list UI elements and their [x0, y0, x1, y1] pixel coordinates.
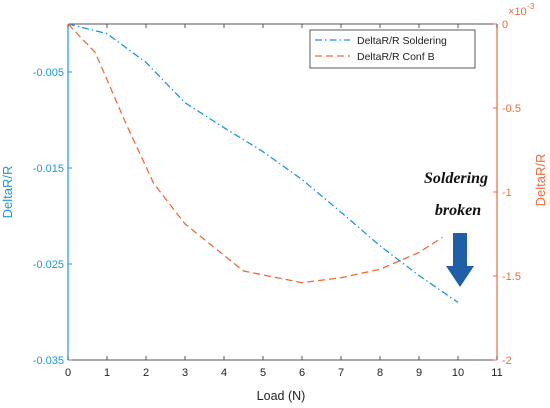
series-line-deltar-r-conf-b — [67, 23, 443, 284]
left-tick-label: -0.025 — [33, 259, 64, 271]
annotation-line-2: broken — [435, 202, 481, 219]
legend-label-soldering: DeltaR/R Soldering — [357, 35, 447, 47]
x-tick-label: 8 — [377, 367, 383, 379]
x-tick-label: 9 — [416, 367, 422, 379]
right-tick-label: -0.5 — [502, 103, 521, 115]
right-tick-label: -1 — [502, 187, 512, 199]
x-tick-label: 11 — [491, 367, 502, 379]
x-tick-label: 7 — [338, 367, 344, 379]
x-tick-label: 6 — [299, 367, 305, 379]
x-tick-label: 3 — [182, 367, 188, 379]
x-axis-label: Load (N) — [257, 389, 306, 403]
right-tick-label: -1.5 — [502, 271, 521, 283]
right-axis-exponent: ×10 -3 — [508, 1, 535, 18]
x-tick-label: 0 — [65, 367, 71, 379]
left-tick-label: -0.005 — [33, 67, 64, 79]
right-tick-label: 0 — [502, 19, 508, 31]
exponent-base: ×10 — [508, 6, 527, 18]
x-tick-label: 4 — [221, 367, 227, 379]
left-tick-label: -0.035 — [33, 355, 64, 367]
x-tick-label: 2 — [143, 367, 149, 379]
x-tick-label: 5 — [260, 367, 266, 379]
legend: DeltaR/R Soldering DeltaR/R Conf B — [309, 29, 476, 69]
annotation-arrow — [446, 233, 474, 287]
annotation-line-1: Soldering — [424, 170, 488, 187]
x-tick-label: 1 — [104, 367, 110, 379]
exponent-power: -3 — [527, 1, 535, 11]
left-axis-label: DeltaR/R — [0, 166, 15, 219]
axes-layer: 0 1 2 3 4 5 6 7 8 9 10 11-0.005-0.015-0.025-0.0350-… — [33, 19, 521, 379]
right-tick-label: -2 — [502, 355, 512, 367]
annotation: Soldering broken — [424, 170, 488, 287]
x-tick-label: 10 — [452, 367, 464, 379]
legend-label-confb: DeltaR/R Conf B — [357, 51, 435, 63]
left-tick-label: -0.015 — [33, 163, 64, 175]
series-layer — [67, 23, 459, 303]
legend-box — [309, 29, 476, 69]
right-axis-label: DeltaR/R — [533, 154, 548, 207]
series-line-deltar-r-soldering — [67, 23, 459, 303]
